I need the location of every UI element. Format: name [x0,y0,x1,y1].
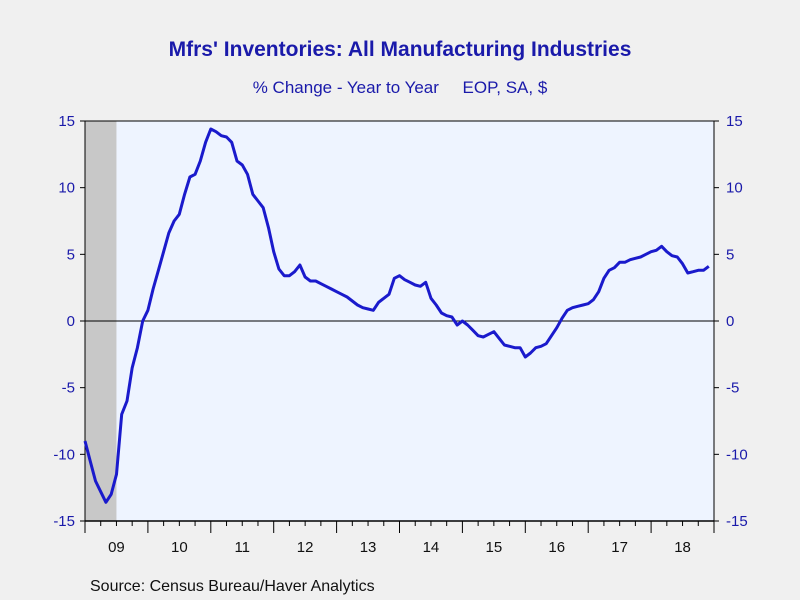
y-tick-label-right--10: -10 [726,446,748,463]
chart-title: Mfrs' Inventories: All Manufacturing Ind… [168,38,632,61]
y-tick-label-left--15: -15 [53,513,75,530]
x-tick-label-11: 11 [234,539,250,556]
subtitle-right: EOP, SA, $ [462,78,548,97]
y-tick-label-right--15: -15 [726,513,748,530]
y-tick-label-right-10: 10 [726,180,743,197]
x-tick-label-13: 13 [360,539,377,556]
y-tick-label-left-5: 5 [67,246,75,263]
y-tick-label-left-15: 15 [58,113,75,130]
chart-subtitle: % Change - Year to Year EOP, SA, $ [0,78,800,98]
x-tick-label-09: 09 [108,539,125,556]
x-tick-label-14: 14 [423,539,440,556]
x-tick-label-16: 16 [548,539,565,556]
series-line-0 [83,127,710,504]
y-tick-label-right--5: -5 [726,380,739,397]
y-tick-label-right-5: 5 [726,246,734,263]
x-tick-label-18: 18 [674,539,691,556]
subtitle-left: % Change - Year to Year [252,78,439,97]
x-tick-label-17: 17 [611,539,628,556]
y-tick-label-left--10: -10 [53,446,75,463]
x-tick-label-10: 10 [171,539,188,556]
x-tick-label-12: 12 [297,539,314,556]
source-note: Source: Census Bureau/Haver Analytics [90,578,375,595]
y-tick-label-right-15: 15 [726,113,743,130]
y-tick-label-left-0: 0 [67,313,75,330]
y-tick-label-left--5: -5 [62,380,75,397]
y-tick-label-left-10: 10 [58,180,75,197]
y-tick-label-right-0: 0 [726,313,734,330]
x-tick-label-15: 15 [486,539,503,556]
